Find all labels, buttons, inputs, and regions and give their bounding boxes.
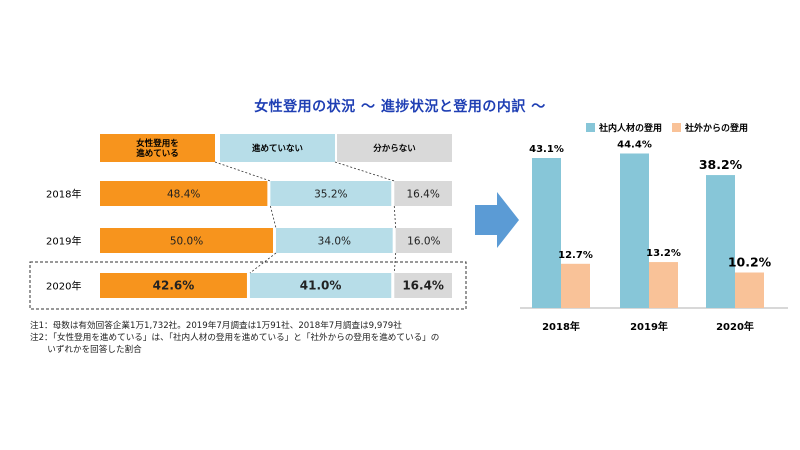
highlight-frame [29, 261, 467, 310]
right-arrow-icon [475, 192, 519, 248]
bar [532, 158, 561, 308]
legend-swatch-1 [100, 134, 215, 162]
data-label: 34.0% [318, 236, 351, 248]
connector-line [214, 161, 271, 182]
bar [706, 175, 735, 308]
connector-line [249, 252, 277, 274]
category-label: 2019年 [630, 320, 668, 333]
connector-line [393, 252, 397, 274]
vertical-bar-chart: 社内人材の登用 社外からの登用 43.1% 12.7% 2018年 44.4% 13.2% 2… [520, 122, 788, 333]
data-label: 50.0% [170, 236, 203, 248]
bar-segment [394, 181, 452, 206]
data-label: 12.7% [558, 250, 593, 261]
bar-segment [395, 228, 452, 253]
category-label: 2018年 [46, 188, 81, 201]
connector-line [393, 205, 397, 229]
legend-label-2: 社外からの登用 [684, 122, 748, 134]
legend-swatch-2 [220, 134, 335, 162]
bar [561, 263, 590, 308]
footnotes: 注1：母数は有効回答企業1万1,732社。2019年7月調査は1万91社、201… [30, 320, 439, 356]
data-label: 43.1% [529, 144, 564, 155]
bar-segment [100, 181, 268, 206]
bar-segment [100, 273, 247, 298]
data-label: 16.0% [407, 236, 440, 248]
data-label: 35.2% [314, 189, 347, 201]
data-label: 48.4% [167, 189, 200, 201]
data-label: 38.2% [699, 157, 743, 172]
footnote-1: 注1：母数は有効回答企業1万1,732社。2019年7月調査は1万91社、201… [30, 321, 402, 331]
legend-label-1: 社内人材の登用 [598, 122, 662, 134]
data-label: 13.2% [646, 248, 681, 259]
legend-swatch-1 [586, 123, 595, 132]
page-title: 女性登用の状況 ～ 進捗状況と登用の内訳 ～ [254, 99, 546, 115]
legend-swatch-2 [672, 123, 681, 132]
category-label: 2019年 [46, 235, 81, 248]
data-label: 42.6% [153, 279, 195, 293]
legend-label-2: 進めていない [252, 143, 303, 154]
data-label: 16.4% [402, 279, 444, 293]
footnote-3: いずれかを回答した割合 [30, 345, 142, 355]
legend-label-3: 分からない [373, 143, 416, 154]
bar [620, 153, 649, 308]
bar [649, 262, 678, 308]
category-label: 2020年 [716, 320, 754, 333]
stacked-bar-chart: 女性登用を進めている 進めていない 分からない 2018年 48.4% 35.2% 16.4… [29, 134, 467, 310]
bar-segment [394, 273, 452, 298]
bar [735, 272, 764, 308]
data-label: 10.2% [728, 255, 772, 270]
legend-label-1: 進めている [136, 148, 179, 159]
bar-segment [270, 181, 392, 206]
connector-line [269, 205, 277, 229]
bar-segment [249, 273, 392, 298]
legend-label-1: 女性登用を [136, 138, 179, 149]
footnote-2: 注2：「女性登用を進めている」は、「社内人材の登用を進めている」と「社外からの登… [30, 333, 440, 343]
category-label: 2020年 [46, 280, 81, 293]
connector-line [334, 161, 395, 182]
legend-swatch-3 [337, 134, 452, 162]
bar-segment [100, 228, 273, 253]
data-label: 44.4% [617, 139, 652, 150]
category-label: 2018年 [542, 320, 580, 333]
data-label: 16.4% [406, 189, 439, 201]
bar-segment [276, 228, 393, 253]
data-label: 41.0% [300, 279, 342, 293]
